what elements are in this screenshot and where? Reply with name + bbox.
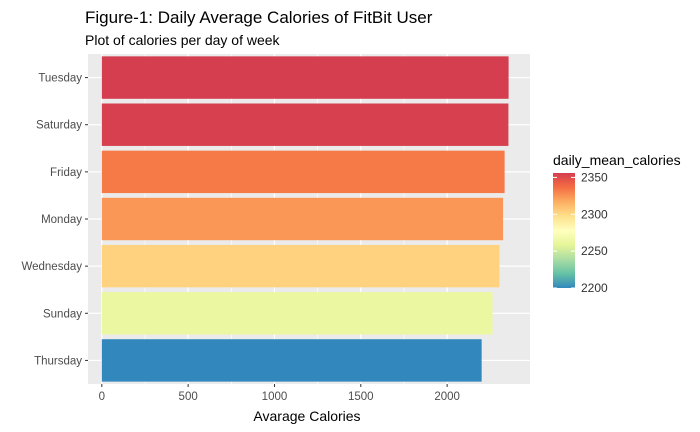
chart-subtitle: Plot of calories per day of week xyxy=(85,32,281,48)
y-tick-label: Monday xyxy=(41,214,82,226)
y-tick-label: Wednesday xyxy=(21,261,82,273)
bar-saturday xyxy=(101,103,509,146)
x-tick-label: 0 xyxy=(99,391,105,403)
y-tick-label: Saturday xyxy=(36,120,82,132)
legend-colorbar xyxy=(553,173,575,288)
bar-tuesday xyxy=(101,56,509,99)
legend-ticks: 2200 2250 2300 2350 xyxy=(553,170,608,295)
bar-monday xyxy=(101,197,504,241)
bar-friday xyxy=(101,150,505,194)
legend: daily_mean_calories 2200 2250 2300 2350 xyxy=(553,152,681,295)
legend-tick-label: 2200 xyxy=(581,281,608,295)
bars xyxy=(101,56,509,382)
y-axis: Tuesday Saturday Friday Monday Wednesday Sund… xyxy=(21,73,88,367)
legend-tick-label: 2300 xyxy=(581,207,608,221)
y-tick-label: Friday xyxy=(50,167,82,179)
legend-title: daily_mean_calories xyxy=(553,152,681,168)
y-tick-label: Tuesday xyxy=(38,73,82,85)
x-tick-label: 1000 xyxy=(262,391,288,403)
bar-wednesday xyxy=(101,244,500,288)
bar-thursday xyxy=(101,339,482,382)
x-axis-label: Avarage Calories xyxy=(253,408,360,424)
x-axis: 0 500 1000 1500 2000 xyxy=(99,384,460,403)
legend-tick-label: 2250 xyxy=(581,244,608,258)
bar-sunday xyxy=(101,292,493,335)
x-tick-label: 500 xyxy=(179,391,198,403)
x-tick-label: 2000 xyxy=(434,391,460,403)
chart-title: Figure-1: Daily Average Calories of FitB… xyxy=(85,8,433,27)
y-tick-label: Thursday xyxy=(34,355,82,367)
y-tick-label: Sunday xyxy=(43,308,82,320)
legend-tick-label: 2350 xyxy=(581,170,608,184)
x-tick-label: 1500 xyxy=(348,391,374,403)
